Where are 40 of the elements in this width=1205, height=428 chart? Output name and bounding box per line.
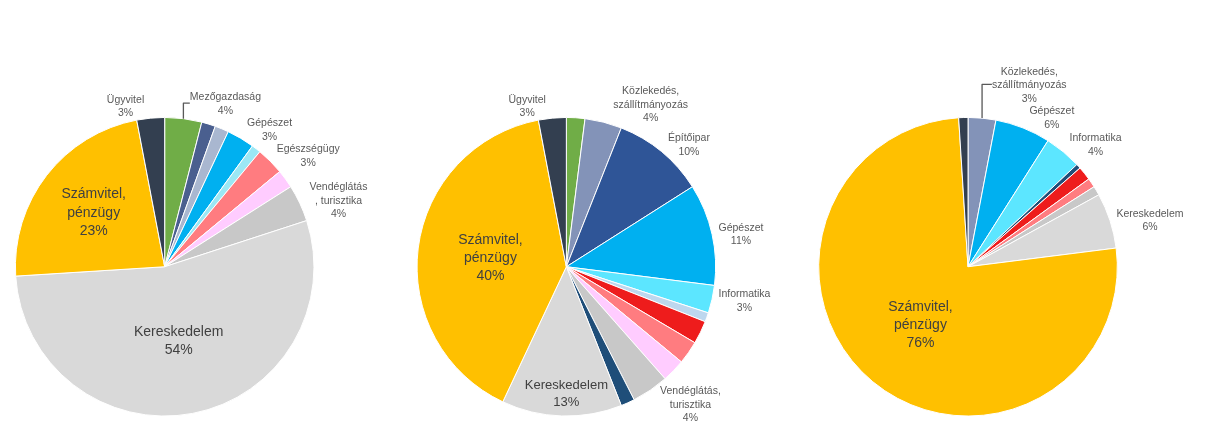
data-label: 13% <box>553 394 580 410</box>
slice-label: Informatika <box>718 287 771 300</box>
slice-label: Számvitel, pénzügy <box>61 185 126 220</box>
slice-label: Vendéglátás , turisztika <box>309 179 368 206</box>
data-label: 54% <box>164 341 193 358</box>
data-label: 23% <box>79 221 108 238</box>
slice-label: Egészségügy <box>276 141 341 154</box>
slice-label: Gépészet <box>718 220 764 233</box>
slice-label: Mezőgazdaság <box>189 90 262 103</box>
slice-label: Ügyvitel <box>508 92 546 105</box>
data-label: 3% <box>261 129 278 142</box>
data-label: 6% <box>1142 220 1158 233</box>
data-label: 3% <box>300 155 316 168</box>
data-label: 40% <box>476 267 505 284</box>
slice-label: Gépészet <box>247 115 293 128</box>
data-label: 4% <box>217 103 234 116</box>
slice-label: Vendéglátás, turisztika <box>660 384 721 410</box>
data-label: 10% <box>678 144 700 157</box>
slice-label: Informatika <box>1069 131 1122 144</box>
data-label: 4% <box>682 411 699 424</box>
slice-label: Számvitel, pénzügy <box>888 298 953 333</box>
data-label: 11% <box>730 234 752 247</box>
data-label: 76% <box>906 334 935 351</box>
data-label: 3% <box>736 300 753 313</box>
data-label: 3% <box>117 106 134 119</box>
slice-label: Gépészet <box>1029 104 1075 117</box>
slice-label: Ügyvitel <box>106 92 145 105</box>
data-label: 6% <box>1044 117 1060 130</box>
slice-label: Közlekedés, szállítmányozás <box>991 64 1067 91</box>
slice-label: Kereskedelem <box>1116 206 1184 219</box>
data-label: 4% <box>1087 144 1104 157</box>
data-label: 4% <box>643 111 659 124</box>
slice-label: Kereskedelem <box>133 322 224 339</box>
data-label: 4% <box>330 207 347 220</box>
slice-label: Közlekedés, szállítmányozás <box>613 84 689 110</box>
data-label: 3% <box>1021 92 1037 105</box>
data-label: 3% <box>519 106 535 119</box>
slice-label: Számvitel, pénzügy <box>458 230 523 266</box>
slice-label: Kereskedelem <box>524 377 609 393</box>
slice-label: Építőipar <box>667 131 711 144</box>
